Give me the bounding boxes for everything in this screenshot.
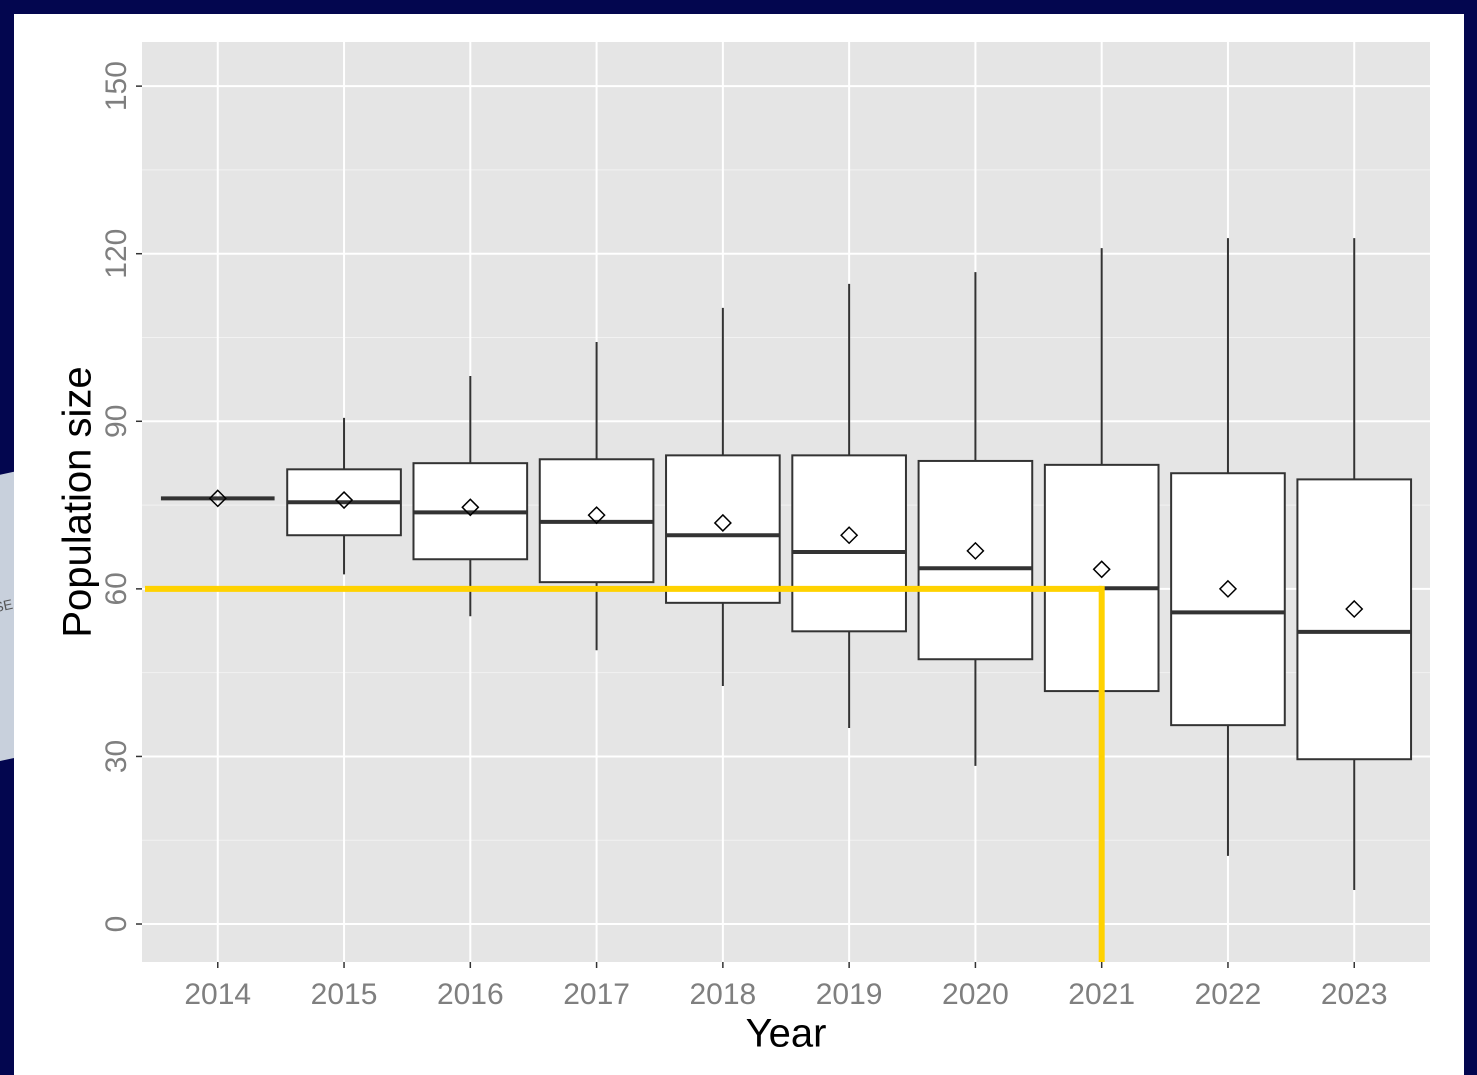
x-tick-label: 2018 (689, 978, 756, 1011)
thumbnail-text: SE (0, 596, 14, 616)
y-tick-label: 30 (100, 740, 133, 773)
mean-marker (208, 489, 227, 508)
mean-marker (966, 541, 985, 560)
x-tick-label: 2019 (816, 978, 883, 1011)
x-tick-label: 2020 (942, 978, 1009, 1011)
x-tick-label: 2016 (437, 978, 504, 1011)
mean-marker (334, 490, 354, 510)
mean-marker (713, 513, 732, 533)
box (1170, 472, 1286, 727)
y-tick-label: 0 (100, 916, 133, 933)
mean-marker (587, 506, 606, 525)
x-axis-title: Year (746, 1012, 827, 1056)
y-tick-label: 60 (100, 572, 133, 605)
x-tick-label: 2017 (563, 978, 630, 1011)
y-tick-label: 90 (100, 405, 133, 438)
box (917, 459, 1034, 661)
mean-marker (1092, 560, 1111, 579)
x-tick-label: 2021 (1068, 978, 1135, 1011)
x-tick-label: 2023 (1321, 978, 1388, 1011)
box (1296, 478, 1413, 761)
y-tick-label: 120 (100, 229, 133, 279)
mean-marker (1218, 579, 1238, 598)
mean-marker (840, 526, 859, 545)
y-tick-label: 150 (100, 61, 133, 111)
x-tick-label: 2014 (184, 978, 251, 1011)
mean-marker (1345, 599, 1364, 619)
box (665, 454, 781, 604)
x-tick-label: 2015 (311, 978, 378, 1011)
y-axis-title: Population size (56, 366, 100, 637)
x-tick-label: 2022 (1195, 978, 1262, 1011)
mean-marker (461, 498, 480, 517)
